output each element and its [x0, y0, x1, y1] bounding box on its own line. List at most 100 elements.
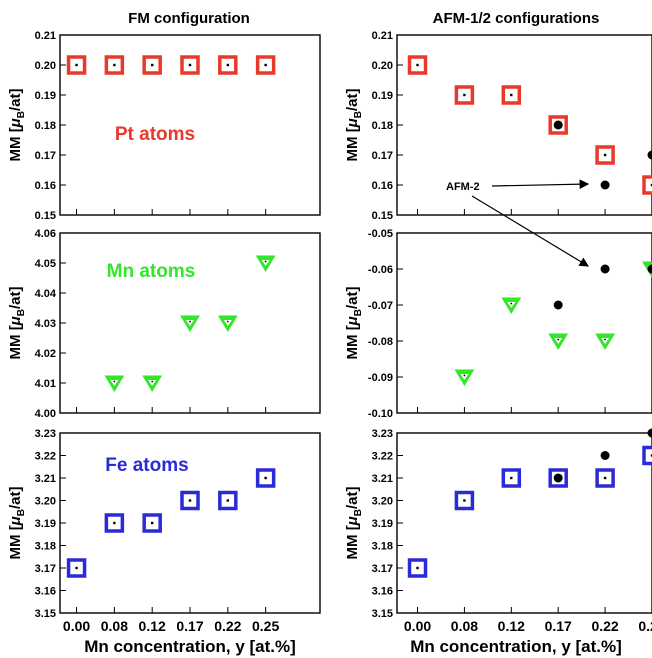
data-point-triangle-inner — [554, 338, 563, 344]
data-point-dot — [600, 180, 610, 190]
data-point-square — [642, 175, 652, 195]
y-tick-label: 0.19 — [372, 90, 393, 102]
y-tick-label: 0.16 — [35, 180, 56, 192]
x-tick-label: 0.22 — [591, 618, 618, 634]
y-axis-label: MM [μB/at] — [7, 89, 27, 162]
y-tick-label: 0.20 — [35, 60, 56, 72]
data-point-triangle-inner — [148, 380, 157, 386]
y-tick-label: 3.19 — [35, 518, 56, 530]
y-tick-label: 0.17 — [372, 150, 393, 162]
data-point-center — [416, 63, 419, 67]
x-tick-label: 0.17 — [545, 618, 572, 634]
y-tick-label: 0.15 — [372, 210, 393, 222]
y-tick-label: 3.23 — [372, 428, 393, 440]
y-tick-label: 4.01 — [35, 378, 56, 390]
data-point-dot — [647, 150, 652, 160]
x-tick-label: 0.17 — [176, 618, 203, 634]
plot-frame — [59, 432, 321, 614]
y-tick-label: 3.23 — [35, 428, 56, 440]
data-point-center — [650, 454, 652, 457]
panel-fm-pt: 0.15 0.16 0.17 0.18 0.19 0.20 0.21 MM [μB/at] — [7, 30, 321, 222]
y-tick-label: 3.16 — [372, 586, 393, 598]
x-tick-label: 0.25 — [252, 618, 279, 634]
plot-frame — [396, 232, 652, 414]
data-point-center — [604, 338, 607, 341]
x-tick-label: 0.12 — [139, 618, 166, 634]
data-point-dot — [600, 264, 610, 274]
y-tick-label: -0.06 — [368, 264, 393, 276]
x-axis-label-afm: Mn concentration, y [at.%] — [410, 637, 622, 656]
data-point-center — [463, 374, 466, 377]
atom-label-pt: Pt atoms — [115, 124, 195, 145]
y-tick-label: 3.20 — [35, 496, 56, 508]
data-point-center — [75, 566, 78, 570]
y-axis-label: MM [μB/at] — [7, 287, 27, 360]
y-tick-label: 3.15 — [372, 608, 393, 620]
y-tick-label: 3.16 — [35, 586, 56, 598]
data-point-dot — [647, 264, 652, 274]
data-point-center — [150, 521, 154, 525]
x-tick-label: 0.12 — [498, 618, 525, 634]
y-tick-label: 4.02 — [35, 348, 56, 360]
afm2-arrow-upper — [491, 179, 590, 189]
afm2-arrow-lower — [471, 195, 590, 267]
y-tick-label: 0.15 — [35, 210, 56, 222]
data-point-center — [557, 338, 560, 341]
x-axis-label-fm: Mn concentration, y [at.%] — [84, 637, 296, 656]
y-tick-label: 0.21 — [35, 30, 56, 42]
data-point-dot — [553, 300, 563, 310]
data-point-center — [113, 380, 116, 383]
y-tick-label: 3.20 — [372, 496, 393, 508]
column-title-fm: FM configuration — [128, 10, 250, 27]
data-point-center — [463, 499, 466, 502]
y-axis-label: MM [μB/at] — [344, 287, 364, 360]
y-tick-label: 0.18 — [35, 120, 56, 132]
data-point-center — [510, 93, 513, 97]
y-axis-label: MM [μB/at] — [344, 89, 364, 162]
y-tick-label: 0.18 — [372, 120, 393, 132]
y-tick-label: 4.05 — [35, 258, 56, 270]
y-tick-label: 4.03 — [35, 318, 56, 330]
data-point-dot — [553, 120, 563, 130]
y-axis-label: MM [μB/at] — [344, 487, 364, 560]
data-point-triangle-inner — [223, 320, 232, 326]
panel-fm-fe: 3.15 3.16 3.17 3.18 3.19 3.20 3.21 3.22 3.23 0.00… — [7, 428, 321, 634]
panel-afm-mn: -0.10 -0.09 -0.08 -0.07 -0.06 -0.05 MM [μB/at] — [344, 228, 652, 420]
data-point-center — [113, 521, 116, 525]
data-point-center — [188, 499, 192, 502]
y-tick-label: 0.20 — [372, 60, 393, 72]
y-tick-label: 3.18 — [372, 541, 393, 553]
data-point-center — [226, 63, 230, 67]
data-point-center — [113, 63, 116, 67]
x-tick-label: 0.22 — [214, 618, 241, 634]
panels: 0.15 0.16 0.17 0.18 0.19 0.20 0.21 MM [μB/at] 4.… — [7, 30, 652, 634]
data-point-center — [603, 476, 607, 480]
data-point-center — [264, 260, 267, 263]
y-tick-label: 0.17 — [35, 150, 56, 162]
data-point-center — [75, 63, 78, 67]
x-tick-label: 0.08 — [451, 618, 478, 634]
y-axis-label: MM [μB/at] — [7, 487, 27, 560]
data-point-center — [510, 302, 513, 305]
data-point-center — [264, 476, 267, 480]
data-point-center — [150, 63, 154, 67]
data-point-center — [226, 320, 229, 323]
data-point-center — [189, 320, 191, 323]
y-tick-label: 3.22 — [372, 451, 393, 463]
data-point-triangle-inner — [186, 320, 194, 326]
y-tick-label: 3.19 — [372, 518, 393, 530]
plot-frame — [396, 34, 652, 216]
panel-afm-fe: 3.15 3.16 3.17 3.18 3.19 3.20 3.21 3.22 3.23 0.00… — [344, 428, 652, 634]
y-tick-label: 4.04 — [35, 288, 57, 300]
y-tick-label: 0.19 — [35, 90, 56, 102]
y-tick-label: 3.21 — [372, 473, 393, 485]
data-point-square — [642, 445, 652, 466]
x-tick-label: 0.00 — [63, 618, 90, 634]
x-tick-label: 0.08 — [101, 618, 128, 634]
y-tick-label: -0.08 — [368, 336, 393, 348]
atom-label-fe: Fe atoms — [105, 455, 188, 476]
y-tick-label: 3.22 — [35, 451, 56, 463]
data-point-dot — [647, 428, 652, 438]
data-point-triangle-inner — [460, 374, 469, 380]
